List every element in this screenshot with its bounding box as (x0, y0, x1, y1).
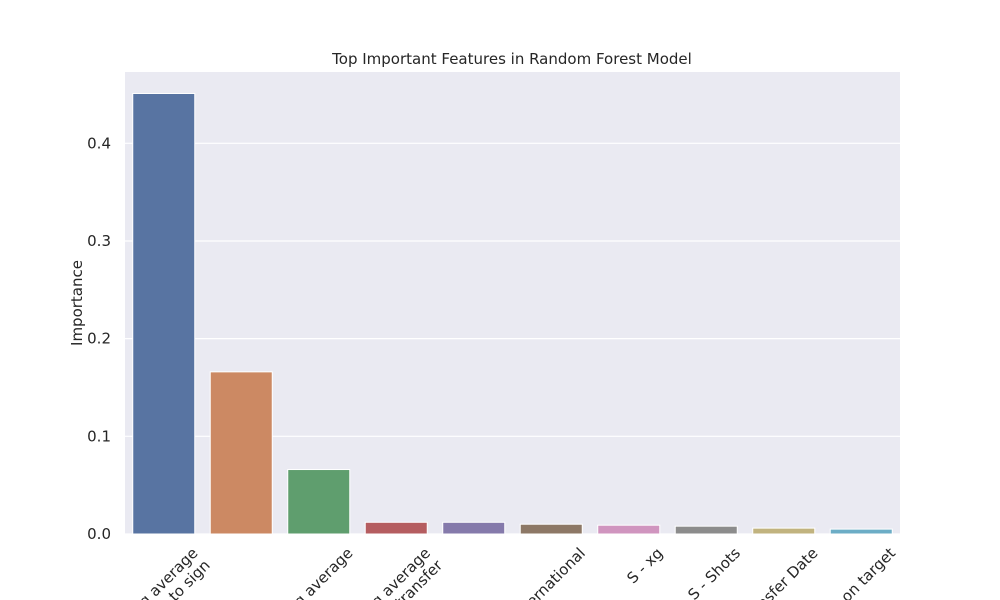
x-tick-label: g averagefree to sign (128, 544, 213, 600)
bar (519, 523, 583, 535)
x-tick-label-line: S - Shots (684, 544, 744, 600)
bar (829, 528, 893, 535)
y-axis-label: Importance (68, 260, 86, 346)
y-tick-label: 0.3 (87, 232, 111, 250)
x-tick-label-line: nternational (512, 544, 589, 600)
chart-title: Top Important Features in Random Forest … (331, 50, 692, 68)
bar (674, 525, 738, 535)
bars (132, 92, 893, 535)
bar (209, 371, 273, 535)
x-tick-label-line: nsfer Date (753, 544, 821, 600)
bar (442, 521, 506, 535)
y-tick-label: 0.4 (87, 134, 111, 152)
x-tick-label: nsfer Date (753, 544, 821, 600)
x-tick-labels: g averagefree to sign g average g averagee… (128, 544, 899, 600)
y-tick-label: 0.2 (87, 330, 111, 348)
bar (287, 469, 351, 535)
x-tick-label: S - Shots (684, 544, 744, 600)
x-tick-label: g averagee transfer (368, 544, 447, 600)
x-tick-label-line: S - xg (623, 544, 666, 587)
bar (752, 527, 816, 535)
y-tick-label: 0.0 (87, 525, 111, 543)
x-tick-label-line: on target (837, 544, 899, 600)
x-tick-label: S - xg (623, 544, 666, 587)
bar (132, 92, 196, 535)
y-tick-labels: 0.0 0.1 0.2 0.3 0.4 (87, 134, 111, 543)
bar (597, 524, 661, 535)
bar (364, 521, 428, 535)
y-tick-label: 0.1 (87, 427, 111, 445)
x-tick-label: g average (290, 544, 356, 600)
x-tick-label: on target (837, 544, 899, 600)
x-tick-label-line: g average (290, 544, 356, 600)
x-tick-label: nternational (512, 544, 589, 600)
